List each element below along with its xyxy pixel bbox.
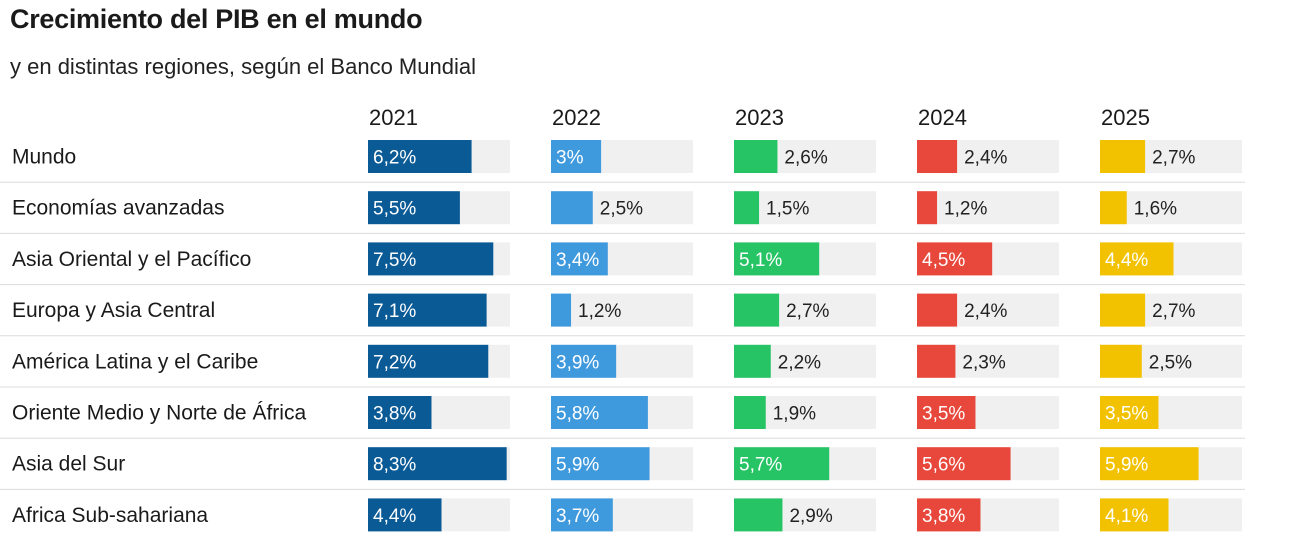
- data-label: 1,5%: [766, 199, 809, 220]
- data-label: 3,4%: [556, 250, 599, 271]
- bar: [917, 344, 956, 378]
- row-label: Asia Oriental y el Pacífico: [12, 248, 251, 271]
- bar: [368, 396, 432, 429]
- data-label: 3,5%: [922, 404, 965, 425]
- data-label: 3%: [556, 148, 584, 169]
- bar: [1100, 498, 1169, 532]
- bar: [551, 447, 650, 481]
- data-label: 3,8%: [922, 506, 965, 527]
- data-label: 5,5%: [373, 199, 416, 220]
- data-label: 5,1%: [739, 250, 782, 271]
- bar: [368, 293, 487, 327]
- bar: [1100, 293, 1146, 327]
- bar-track: [551, 293, 693, 327]
- data-label: 2,7%: [786, 301, 829, 322]
- data-label: 1,6%: [1134, 199, 1177, 220]
- bar: [551, 191, 593, 225]
- bar: [551, 242, 608, 276]
- data-label: 3,7%: [556, 506, 599, 527]
- data-label: 4,4%: [1105, 250, 1148, 271]
- data-label: 2,3%: [962, 352, 1005, 373]
- column-header-2023: 2023: [735, 105, 784, 130]
- bar: [917, 191, 938, 225]
- data-label: 5,9%: [556, 455, 599, 476]
- data-label: 2,4%: [964, 301, 1007, 322]
- data-label: 4,1%: [1105, 506, 1148, 527]
- data-label: 7,5%: [373, 250, 416, 271]
- data-label: 2,2%: [778, 352, 821, 373]
- row-label: Asia del Sur: [12, 453, 125, 476]
- bar-track: [917, 191, 1059, 225]
- bar: [734, 344, 771, 378]
- bar: [368, 447, 507, 481]
- row-label: Europa y Asia Central: [12, 299, 215, 322]
- data-label: 7,2%: [373, 352, 416, 373]
- data-label: 1,2%: [944, 199, 987, 220]
- data-label: 1,2%: [578, 301, 621, 322]
- bar: [917, 498, 981, 532]
- bar: [368, 140, 472, 173]
- bar: [368, 344, 489, 378]
- data-label: 2,9%: [789, 506, 832, 527]
- bar: [917, 396, 976, 429]
- bar: [368, 498, 442, 532]
- bar: [734, 396, 766, 429]
- data-label: 2,6%: [784, 148, 827, 169]
- data-label: 5,7%: [739, 455, 782, 476]
- row-label: América Latina y el Caribe: [12, 350, 258, 373]
- bar: [1100, 344, 1142, 378]
- data-label: 2,7%: [1152, 301, 1195, 322]
- bar: [368, 242, 494, 276]
- bar: [1100, 140, 1146, 173]
- bar: [917, 447, 1011, 481]
- column-header-2022: 2022: [552, 105, 601, 130]
- data-label: 2,5%: [600, 199, 643, 220]
- bar: [734, 191, 760, 225]
- bar: [368, 191, 460, 225]
- data-label: 3,9%: [556, 352, 599, 373]
- bar: [734, 498, 783, 532]
- bar: [734, 242, 820, 276]
- data-label: 6,2%: [373, 148, 416, 169]
- data-label: 5,8%: [556, 404, 599, 425]
- bar: [917, 140, 958, 173]
- row-label: Mundo: [12, 146, 76, 169]
- data-label: 2,5%: [1149, 352, 1192, 373]
- bar: [917, 293, 958, 327]
- data-label: 1,9%: [773, 404, 816, 425]
- bar: [1100, 447, 1199, 481]
- data-label: 2,7%: [1152, 148, 1195, 169]
- bar: [1100, 191, 1127, 225]
- bar: [1100, 396, 1159, 429]
- data-label: 4,5%: [922, 250, 965, 271]
- data-label: 5,6%: [922, 455, 965, 476]
- column-header-2021: 2021: [369, 105, 418, 130]
- row-label: Economías avanzadas: [12, 197, 224, 220]
- chart-subtitle: y en distintas regiones, según el Banco …: [10, 54, 476, 79]
- bar: [734, 140, 778, 173]
- data-label: 4,4%: [373, 506, 416, 527]
- bar: [1100, 242, 1174, 276]
- data-label: 7,1%: [373, 301, 416, 322]
- bar: [734, 293, 780, 327]
- data-label: 5,9%: [1105, 455, 1148, 476]
- bar: [551, 293, 572, 327]
- data-label: 3,8%: [373, 404, 416, 425]
- row-label: Oriente Medio y Norte de África: [12, 402, 306, 425]
- row-label: Africa Sub-sahariana: [12, 504, 208, 527]
- data-label: 8,3%: [373, 455, 416, 476]
- bar: [551, 140, 602, 173]
- data-label: 3,5%: [1105, 404, 1148, 425]
- column-header-2024: 2024: [918, 105, 967, 130]
- bar: [734, 447, 830, 481]
- column-header-2025: 2025: [1101, 105, 1150, 130]
- bar: [551, 344, 617, 378]
- bar: [917, 242, 993, 276]
- chart-title: Crecimiento del PIB en el mundo: [10, 4, 423, 34]
- data-label: 2,4%: [964, 148, 1007, 169]
- bar: [551, 396, 648, 429]
- bar: [551, 498, 613, 532]
